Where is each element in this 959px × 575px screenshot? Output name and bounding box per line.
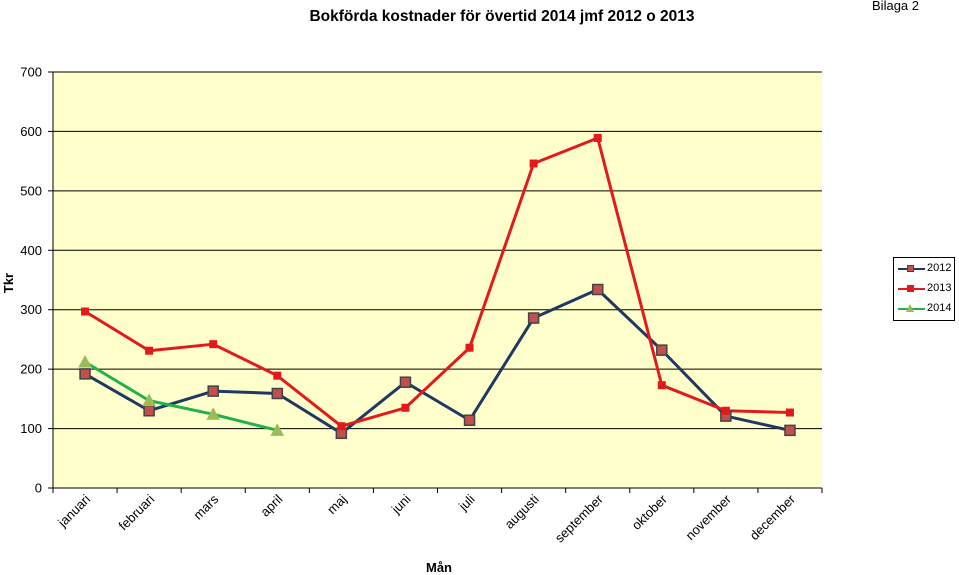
legend-label-2012: 2012: [927, 262, 952, 274]
point-2012: [591, 283, 604, 296]
legend-marker-2013: [907, 285, 914, 292]
point-2012: [527, 312, 540, 324]
point-2014: [142, 393, 156, 407]
series-layer: [78, 133, 796, 440]
point-2012: [656, 344, 668, 356]
x-tick-labels: januari februari mars april maj juni juli augus…: [54, 491, 798, 546]
x-tick-label: april: [257, 491, 285, 519]
y-tick-label: 700: [20, 65, 42, 80]
plot-area: [53, 72, 822, 488]
point-2013: [593, 133, 602, 142]
legend-item-2014: 2014: [894, 300, 956, 318]
y-tick-label: 200: [20, 362, 42, 377]
series-line-2014: [84, 360, 278, 432]
bilaga-label: Bilaga 2: [872, 0, 919, 13]
x-tick-label: november: [683, 491, 735, 543]
legend-item-2012: 2012: [894, 260, 956, 278]
point-2012: [399, 376, 412, 388]
axes: [52, 72, 823, 493]
point-2012: [463, 414, 476, 427]
legend: 2012 2013 2014: [893, 257, 955, 321]
x-tick-label: mars: [190, 491, 221, 522]
point-2012: [784, 424, 796, 437]
point-2012: [271, 387, 284, 400]
y-tick-label: 300: [20, 302, 42, 317]
y-tick-labels: 0 100 200 300 400 500 600 700: [20, 65, 53, 496]
point-2013: [81, 307, 90, 316]
x-tick-label: september: [552, 491, 607, 546]
point-2013: [785, 408, 794, 417]
y-tick-label: 100: [20, 421, 42, 436]
point-2014: [206, 407, 221, 420]
point-2013: [337, 422, 346, 431]
series-line-2012: [84, 288, 791, 435]
legend-marker-2012: [907, 265, 914, 272]
legend-label-2014: 2014: [927, 302, 952, 314]
point-2013: [465, 343, 474, 352]
legend-label-2013: 2013: [927, 282, 952, 294]
y-tick-label: 400: [20, 243, 42, 258]
point-2013: [401, 403, 410, 412]
point-2013: [145, 346, 154, 355]
point-2012: [207, 385, 219, 397]
x-tick-label: februari: [115, 491, 157, 533]
legend-marker-2014: [906, 304, 914, 312]
y-tick-label: 600: [20, 124, 42, 139]
point-2013: [657, 381, 666, 390]
x-tick-label: augusti: [501, 491, 541, 531]
point-2013: [273, 371, 282, 380]
series-line-2013: [84, 136, 791, 428]
point-2012: [143, 404, 155, 417]
x-tick-label: december: [747, 491, 799, 543]
point-2014: [78, 354, 92, 368]
y-axis-label: Tkr: [1, 273, 16, 293]
x-tick-label: januari: [54, 491, 93, 530]
point-2013: [721, 406, 730, 415]
point-2012: [79, 368, 91, 380]
x-tick-label: oktober: [629, 491, 671, 533]
gridlines: [53, 71, 822, 430]
x-tick-label: juni: [388, 491, 414, 517]
x-tick-label: juli: [455, 491, 478, 514]
chart-title: Bokförda kostnader för övertid 2014 jmf …: [309, 8, 695, 25]
legend-item-2013: 2013: [894, 280, 956, 298]
point-2014: [270, 423, 285, 436]
y-tick-label: 0: [35, 481, 42, 496]
point-2013: [529, 159, 538, 168]
y-tick-label: 500: [20, 183, 42, 198]
x-axis-label: Mån: [426, 560, 452, 575]
x-tick-label: maj: [324, 491, 349, 516]
point-2013: [209, 340, 218, 349]
